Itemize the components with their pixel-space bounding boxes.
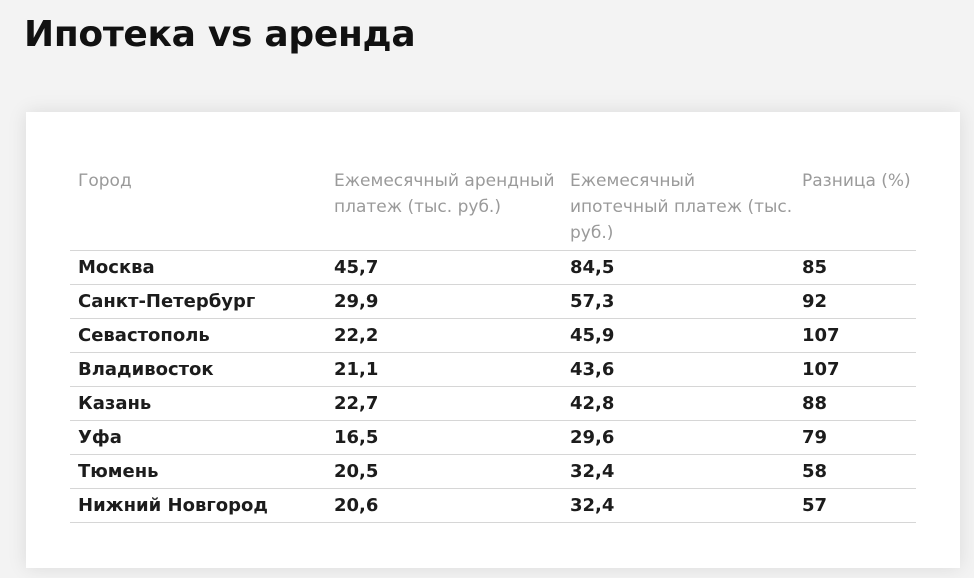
- cell-difference: 107: [794, 352, 916, 387]
- cell-rent: 22,7: [326, 386, 562, 421]
- cell-difference: 85: [794, 250, 916, 285]
- cell-difference: 88: [794, 386, 916, 421]
- cell-mortgage: 29,6: [562, 420, 794, 455]
- cell-rent: 29,9: [326, 284, 562, 319]
- cell-mortgage: 57,3: [562, 284, 794, 319]
- cell-rent: 20,6: [326, 488, 562, 523]
- cell-mortgage: 84,5: [562, 250, 794, 285]
- cell-city: Владивосток: [70, 352, 326, 387]
- cell-rent: 22,2: [326, 318, 562, 353]
- table-row: Тюмень 20,5 32,4 58: [70, 454, 916, 489]
- table-row: Владивосток 21,1 43,6 107: [70, 352, 916, 387]
- cell-mortgage: 45,9: [562, 318, 794, 353]
- cell-difference: 107: [794, 318, 916, 353]
- data-table: Город Ежемесячный арендный платеж (тыс. …: [70, 166, 916, 523]
- cell-mortgage: 42,8: [562, 386, 794, 421]
- table-header-row: Город Ежемесячный арендный платеж (тыс. …: [70, 166, 916, 251]
- cell-mortgage: 32,4: [562, 454, 794, 489]
- cell-city: Казань: [70, 386, 326, 421]
- header-rent-payment: Ежемесячный арендный платеж (тыс. руб.): [326, 166, 562, 251]
- header-mortgage-payment: Ежемесячный ипотечный платеж (тыс. руб.): [562, 166, 794, 251]
- header-difference: Разница (%): [794, 166, 916, 251]
- table-row: Нижний Новгород 20,6 32,4 57: [70, 488, 916, 523]
- page-title: Ипотека vs аренда: [24, 14, 416, 55]
- table-row: Казань 22,7 42,8 88: [70, 386, 916, 421]
- cell-mortgage: 43,6: [562, 352, 794, 387]
- cell-rent: 16,5: [326, 420, 562, 455]
- cell-rent: 45,7: [326, 250, 562, 285]
- cell-mortgage: 32,4: [562, 488, 794, 523]
- cell-city: Уфа: [70, 420, 326, 455]
- table-row: Москва 45,7 84,5 85: [70, 250, 916, 285]
- cell-city: Севастополь: [70, 318, 326, 353]
- cell-difference: 57: [794, 488, 916, 523]
- cell-city: Санкт-Петербург: [70, 284, 326, 319]
- cell-rent: 21,1: [326, 352, 562, 387]
- cell-rent: 20,5: [326, 454, 562, 489]
- table-row: Уфа 16,5 29,6 79: [70, 420, 916, 455]
- cell-difference: 79: [794, 420, 916, 455]
- cell-difference: 58: [794, 454, 916, 489]
- header-city: Город: [70, 166, 326, 251]
- cell-city: Тюмень: [70, 454, 326, 489]
- table-row: Санкт-Петербург 29,9 57,3 92: [70, 284, 916, 319]
- cell-city: Нижний Новгород: [70, 488, 326, 523]
- cell-city: Москва: [70, 250, 326, 285]
- table-row: Севастополь 22,2 45,9 107: [70, 318, 916, 353]
- table-card: Город Ежемесячный арендный платеж (тыс. …: [26, 112, 960, 568]
- cell-difference: 92: [794, 284, 916, 319]
